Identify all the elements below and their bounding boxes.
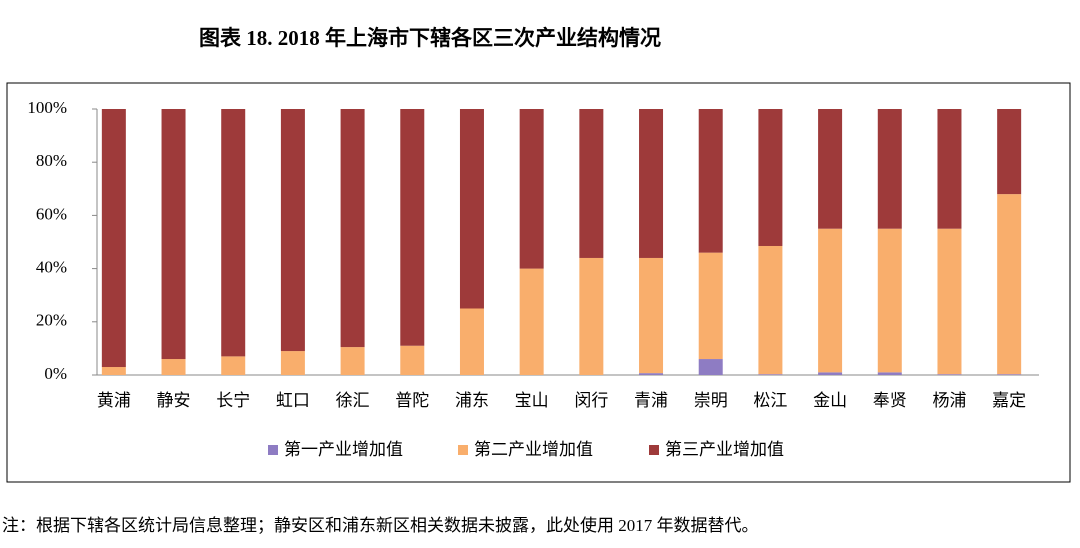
y-tick-label: 0% <box>44 364 67 383</box>
bar-segment <box>101 367 126 375</box>
bar-segment <box>937 109 962 229</box>
bar-segment <box>818 109 843 229</box>
bar-segment <box>161 109 186 360</box>
chart-frame <box>6 82 1071 483</box>
bar-segment <box>459 308 484 375</box>
x-tick-label: 闵行 <box>574 391 608 410</box>
legend-swatch <box>268 445 278 455</box>
bar-segment <box>519 109 544 269</box>
bar-segment <box>758 109 783 246</box>
bar-segment <box>519 268 544 375</box>
bar-segment <box>221 109 246 357</box>
bar-segment <box>997 194 1022 375</box>
bar-segment <box>221 356 246 375</box>
x-tick-label: 长宁 <box>216 391 250 410</box>
x-tick-label: 普陀 <box>395 391 429 410</box>
bar-segment <box>698 109 723 253</box>
y-tick-label: 20% <box>36 311 67 330</box>
bar-segment <box>698 252 723 360</box>
bar-segment <box>639 257 664 374</box>
x-tick-label: 浦东 <box>455 391 489 410</box>
bar-segment <box>877 228 902 373</box>
bar-segment <box>639 109 664 258</box>
bar-segment <box>698 359 723 375</box>
legend-label: 第二产业增加值 <box>474 440 593 459</box>
y-tick-label: 60% <box>36 204 67 223</box>
bar-segment <box>877 109 902 229</box>
y-tick-label: 40% <box>36 258 67 277</box>
bar-segment <box>818 372 843 375</box>
x-tick-label: 奉贤 <box>873 391 907 410</box>
bar-segment <box>937 228 962 375</box>
bar-segment <box>997 109 1022 195</box>
bar-segment <box>639 373 664 375</box>
bar-segment <box>758 245 783 375</box>
bar-segment <box>459 109 484 309</box>
legend-swatch <box>649 445 659 455</box>
bar-segment <box>579 257 604 375</box>
bar-segment <box>937 374 962 375</box>
bar-segment <box>579 109 604 258</box>
bar-segment <box>340 347 365 375</box>
bar-segment <box>400 345 425 375</box>
x-tick-label: 黄浦 <box>97 391 131 410</box>
footnote: 注：根据下辖各区统计局信息整理；静安区和浦东新区相关数据未披露，此处使用 201… <box>2 515 759 535</box>
legend-swatch <box>458 445 468 455</box>
y-tick-label: 100% <box>27 98 67 117</box>
bar-segment <box>400 109 425 346</box>
bar-segment <box>161 359 186 375</box>
bar-segment <box>340 109 365 348</box>
bar-segment <box>758 374 783 375</box>
bar-segment <box>818 228 843 373</box>
bar-segment <box>280 109 305 352</box>
legend-label: 第三产业增加值 <box>665 440 784 459</box>
x-tick-label: 松江 <box>753 391 787 410</box>
x-tick-label: 金山 <box>813 391 847 410</box>
bar-segment <box>280 351 305 375</box>
y-tick-label: 80% <box>36 151 67 170</box>
legend-label: 第一产业增加值 <box>284 440 403 459</box>
x-tick-label: 青浦 <box>634 391 668 410</box>
x-tick-label: 虹口 <box>276 391 310 410</box>
x-tick-label: 杨浦 <box>932 391 966 410</box>
x-tick-label: 崇明 <box>694 391 728 410</box>
x-tick-label: 嘉定 <box>992 391 1026 410</box>
bar-segment <box>997 374 1022 375</box>
x-tick-label: 静安 <box>157 391 191 410</box>
bar-segment <box>101 109 126 368</box>
x-tick-label: 徐汇 <box>336 391 370 410</box>
chart-title: 图表 18. 2018 年上海市下辖各区三次产业结构情况 <box>199 26 661 50</box>
x-tick-label: 宝山 <box>515 391 549 410</box>
bar-segment <box>877 372 902 375</box>
